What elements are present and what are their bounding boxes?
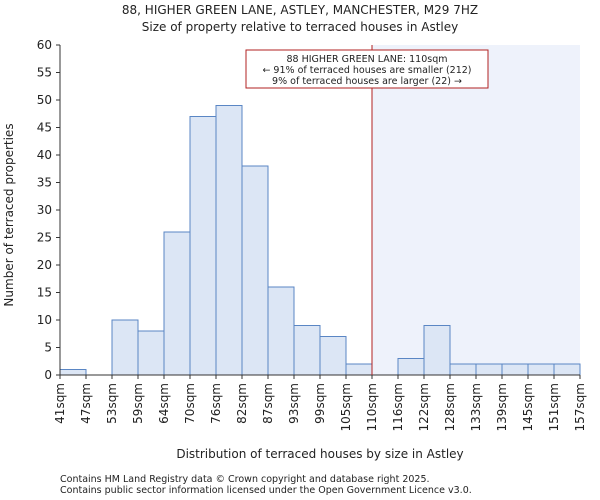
y-tick-label: 40 <box>37 148 52 162</box>
bar-128sqm <box>449 363 477 376</box>
larger-region-highlight <box>372 45 580 375</box>
bar-64sqm <box>163 231 191 376</box>
x-tick-label: 133sqm <box>469 383 483 431</box>
x-tick-label: 116sqm <box>391 383 405 431</box>
bar-53sqm <box>111 319 139 376</box>
y-tick-label: 0 <box>44 368 52 382</box>
x-tick-label: 157sqm <box>573 383 587 431</box>
bar-82sqm <box>241 165 269 376</box>
annotation-line2: ← 91% of terraced houses are smaller (21… <box>262 65 471 76</box>
x-tick-label: 53sqm <box>105 383 119 424</box>
y-tick-label: 35 <box>37 176 52 190</box>
x-tick-label: 41sqm <box>53 383 67 424</box>
x-tick-label: 93sqm <box>287 383 301 424</box>
x-tick-label: 139sqm <box>495 383 509 431</box>
y-tick-label: 45 <box>37 121 52 135</box>
y-tick-label: 25 <box>37 231 52 245</box>
bar-116sqm <box>397 358 425 376</box>
y-tick-label: 30 <box>37 203 52 217</box>
y-axis-label: Number of terraced properties <box>2 123 16 306</box>
chart-subtitle: Size of property relative to terraced ho… <box>142 20 458 34</box>
footer-line2: Contains public sector information licen… <box>60 485 472 496</box>
x-tick-label: 82sqm <box>235 383 249 424</box>
bar-99sqm <box>319 336 347 376</box>
y-tick-label: 55 <box>37 66 52 80</box>
x-axis-label: Distribution of terraced houses by size … <box>176 447 463 461</box>
x-tick-label: 59sqm <box>131 383 145 424</box>
bar-76sqm <box>215 105 243 376</box>
x-tick-label: 87sqm <box>261 383 275 424</box>
bars-group <box>59 105 581 376</box>
x-tick-label: 128sqm <box>443 383 457 431</box>
bar-145sqm <box>527 363 555 376</box>
x-tick-label: 76sqm <box>209 383 223 424</box>
x-tick-label: 64sqm <box>157 383 171 424</box>
x-tick-label: 99sqm <box>313 383 327 424</box>
bar-93sqm <box>293 325 321 376</box>
footer-line1: Contains HM Land Registry data © Crown c… <box>60 474 430 485</box>
x-tick-label: 110sqm <box>365 383 379 431</box>
y-tick-label: 60 <box>37 38 52 52</box>
x-tick-label: 145sqm <box>521 383 535 431</box>
bar-133sqm <box>475 363 503 376</box>
annotation-line1: 88 HIGHER GREEN LANE: 110sqm <box>287 54 448 65</box>
annotation-box: 88 HIGHER GREEN LANE: 110sqm ← 91% of te… <box>245 49 489 89</box>
bar-59sqm <box>137 330 165 376</box>
x-axis-ticks: 41sqm 47sqm 53sqm 59sqm 64sqm 70sqm 76sqm 82sqm… <box>53 375 587 431</box>
y-tick-label: 50 <box>37 93 52 107</box>
bar-139sqm <box>501 363 529 376</box>
chart-title: 88, HIGHER GREEN LANE, ASTLEY, MANCHESTE… <box>122 3 478 17</box>
x-tick-label: 151sqm <box>547 383 561 431</box>
bar-122sqm <box>423 325 451 376</box>
bar-105sqm <box>345 363 373 376</box>
y-tick-label: 10 <box>37 313 52 327</box>
bar-151sqm <box>553 363 581 376</box>
bar-87sqm <box>267 286 295 376</box>
x-tick-label: 70sqm <box>183 383 197 424</box>
x-tick-label: 105sqm <box>339 383 353 431</box>
bar-70sqm <box>189 116 217 376</box>
y-tick-label: 15 <box>37 286 52 300</box>
bar-41sqm <box>59 369 87 376</box>
y-tick-label: 20 <box>37 258 52 272</box>
y-tick-label: 5 <box>44 341 52 355</box>
annotation-line3: 9% of terraced houses are larger (22) → <box>272 76 462 87</box>
x-tick-label: 47sqm <box>79 383 93 424</box>
x-tick-label: 122sqm <box>417 383 431 431</box>
y-axis-ticks: 0 5 10 15 20 25 30 35 40 45 50 55 60 <box>37 38 60 382</box>
